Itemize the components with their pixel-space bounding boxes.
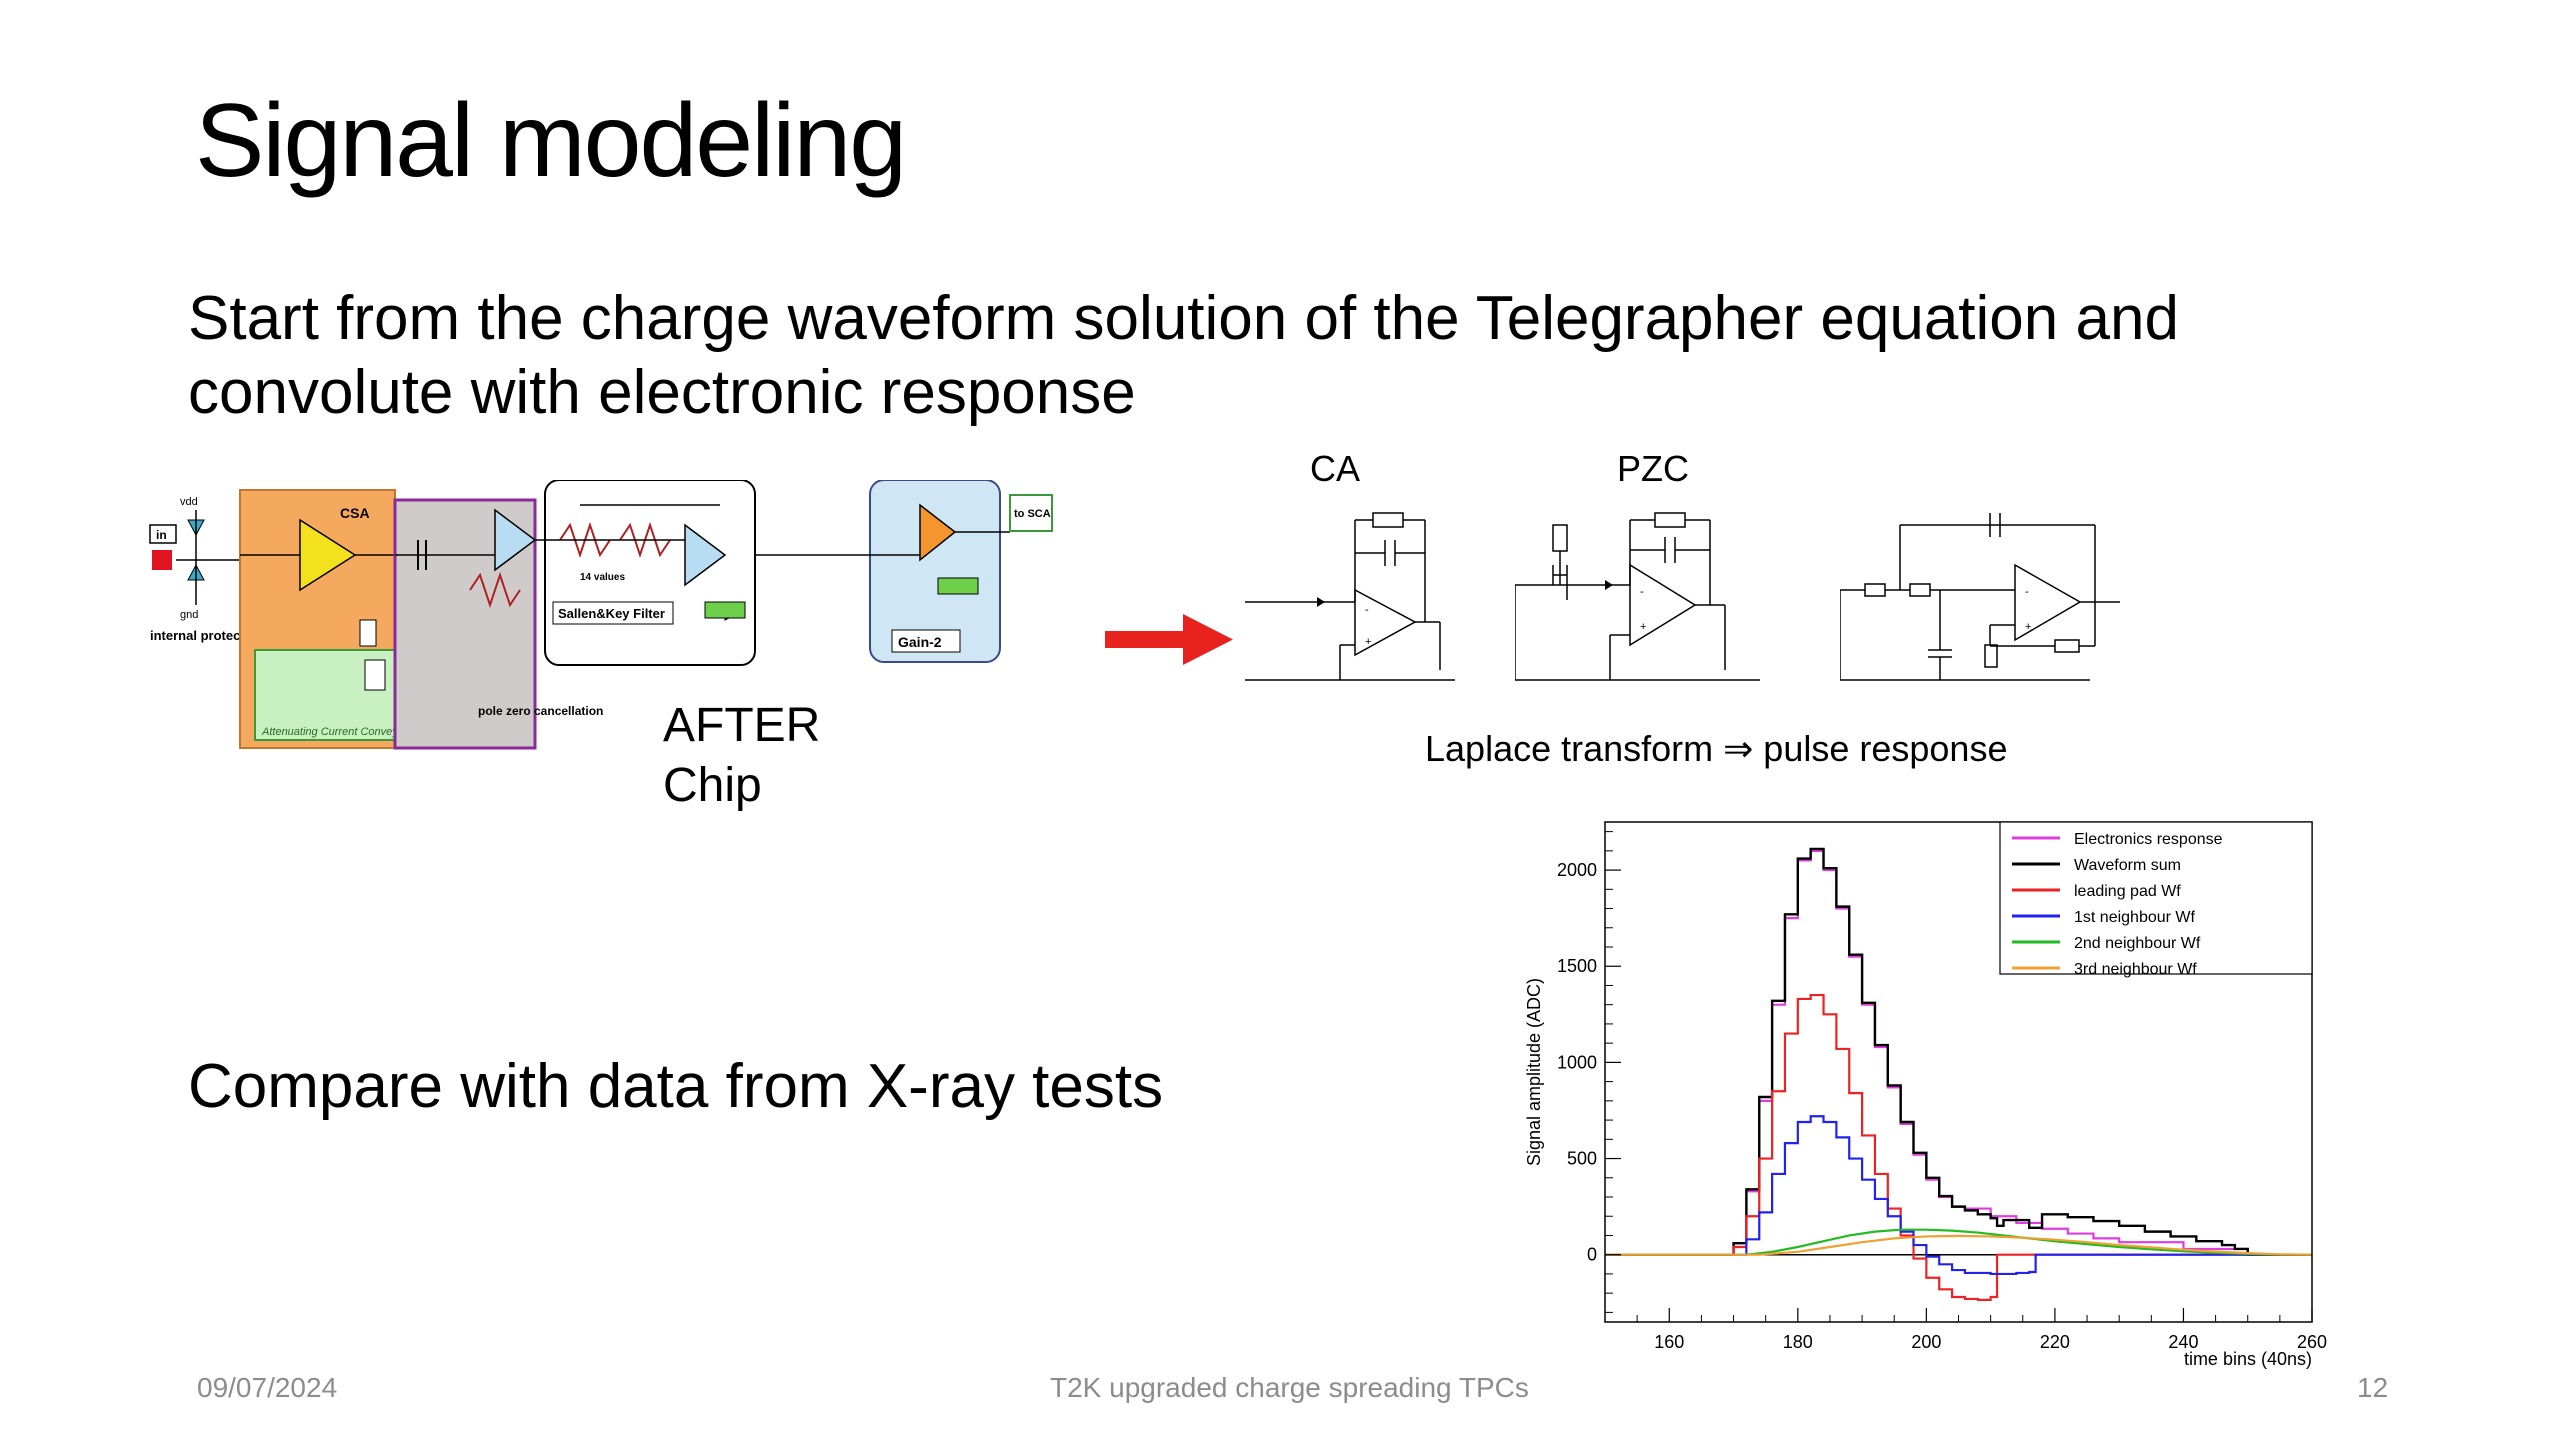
x-tick-label: 220 (2040, 1332, 2070, 1352)
sallen-key-block (544, 480, 756, 666)
sca-label: to SCA (1014, 508, 1051, 520)
svg-text:+: + (1365, 636, 1371, 648)
vdd-label: vdd (180, 496, 198, 508)
page-title: Signal modeling (195, 83, 907, 199)
series-line-5 (1605, 1228, 2312, 1256)
y-tick-label: 2000 (1557, 860, 1597, 880)
x-axis-label: time bins (40ns) (2184, 1349, 2312, 1369)
red-arrow-icon (1105, 614, 1233, 665)
svg-text:-: - (2025, 586, 2029, 598)
csa-label: CSA (340, 505, 370, 521)
values-label: 14 values (580, 572, 625, 583)
x-tick-label: 180 (1783, 1332, 1813, 1352)
legend-entry-3: leading pad Wf (2074, 883, 2181, 900)
x-tick-label: 260 (2297, 1332, 2327, 1352)
gain-amplifier-icon (919, 503, 957, 562)
bullet-xray-compare: Compare with data from X-ray tests (188, 1052, 1164, 1121)
gain-label: Gain-2 (898, 634, 942, 650)
bullet-telegrapher: Start from the charge waveform solution … (188, 284, 2179, 427)
ca-label: CA (1310, 448, 1361, 489)
svg-text:-: - (1365, 604, 1369, 616)
after-chip-schematic: in vdd gnd internal protection network C… (140, 480, 1060, 755)
acc-label: Attenuating Current Conveyor (261, 726, 409, 738)
ca-opamp-icon (1354, 588, 1417, 657)
gnd-label: gnd (180, 609, 198, 621)
after-label-line1: AFTER (663, 699, 821, 752)
after-chip-label: AFTER Chip (663, 696, 820, 816)
input-label: in (156, 528, 167, 542)
laplace-caption: Laplace transform ⇒ pulse response (1425, 728, 2008, 769)
series-line-2 (1605, 847, 2312, 1256)
pzc-label: PZC (1617, 448, 1689, 489)
svg-text:-: - (1640, 586, 1644, 598)
x-tick-label: 160 (1654, 1332, 1684, 1352)
legend-entry-2: Waveform sum (2074, 857, 2181, 874)
filter-opamp-icon (2014, 563, 2082, 642)
pulse-response-chart: 160 180 200 220 240 260 0 500 1000 1500 2000 Signa… (1500, 800, 2360, 1380)
svg-text:+: + (2025, 621, 2031, 633)
pzc-amplifier-icon (494, 508, 537, 572)
series-line-4 (1605, 1115, 2312, 1276)
x-tick-label: 200 (1911, 1332, 1941, 1352)
legend-entry-4: 1st neighbour Wf (2074, 909, 2196, 926)
pzc-block-label: pole zero cancellation (478, 704, 603, 718)
footer-page-number: 12 (2357, 1372, 2389, 1403)
gain-label-box (891, 629, 961, 653)
ca-circuit-diagram: - + (1245, 512, 1455, 681)
x-tick-label: 240 (2168, 1332, 2198, 1352)
sallen-key-label-box (552, 601, 674, 625)
footer-date: 09/07/2024 (197, 1372, 338, 1403)
legend-box (1999, 821, 2313, 975)
legend-entry-6: 3rd neighbour Wf (2074, 961, 2197, 978)
y-axis-label: Signal amplitude (ADC) (1524, 978, 1544, 1166)
after-label-line2: Chip (663, 759, 762, 812)
series-line-6 (1605, 1234, 2313, 1256)
y-tick-label: 1000 (1557, 1052, 1597, 1072)
sallen-key-amplifier-icon (684, 523, 727, 587)
sallen-key-label: Sallen&Key Filter (558, 606, 665, 621)
gain-block (869, 480, 1001, 663)
legend-entry-1: Electronics response (2074, 831, 2223, 848)
sca-output-box (1009, 494, 1053, 532)
filter-circuit-diagram: - + (1840, 513, 2120, 681)
input-pin (149, 524, 177, 544)
pzc-circuit-diagram: - + (1515, 512, 1760, 681)
svg-text:+: + (1640, 621, 1646, 633)
series-line-3 (1605, 993, 2312, 1301)
y-tick-label: 1500 (1557, 956, 1597, 976)
input-pad (152, 550, 172, 570)
pzc-opamp-icon (1629, 563, 1697, 647)
y-tick-label: 0 (1587, 1245, 1597, 1265)
legend-entry-5: 2nd neighbour Wf (2074, 935, 2201, 952)
y-tick-label: 500 (1567, 1149, 1597, 1169)
chart-legend: Electronics response Waveform sum leading … (1999, 821, 2313, 978)
footer-title: T2K upgraded charge spreading TPCs (1050, 1372, 1529, 1403)
